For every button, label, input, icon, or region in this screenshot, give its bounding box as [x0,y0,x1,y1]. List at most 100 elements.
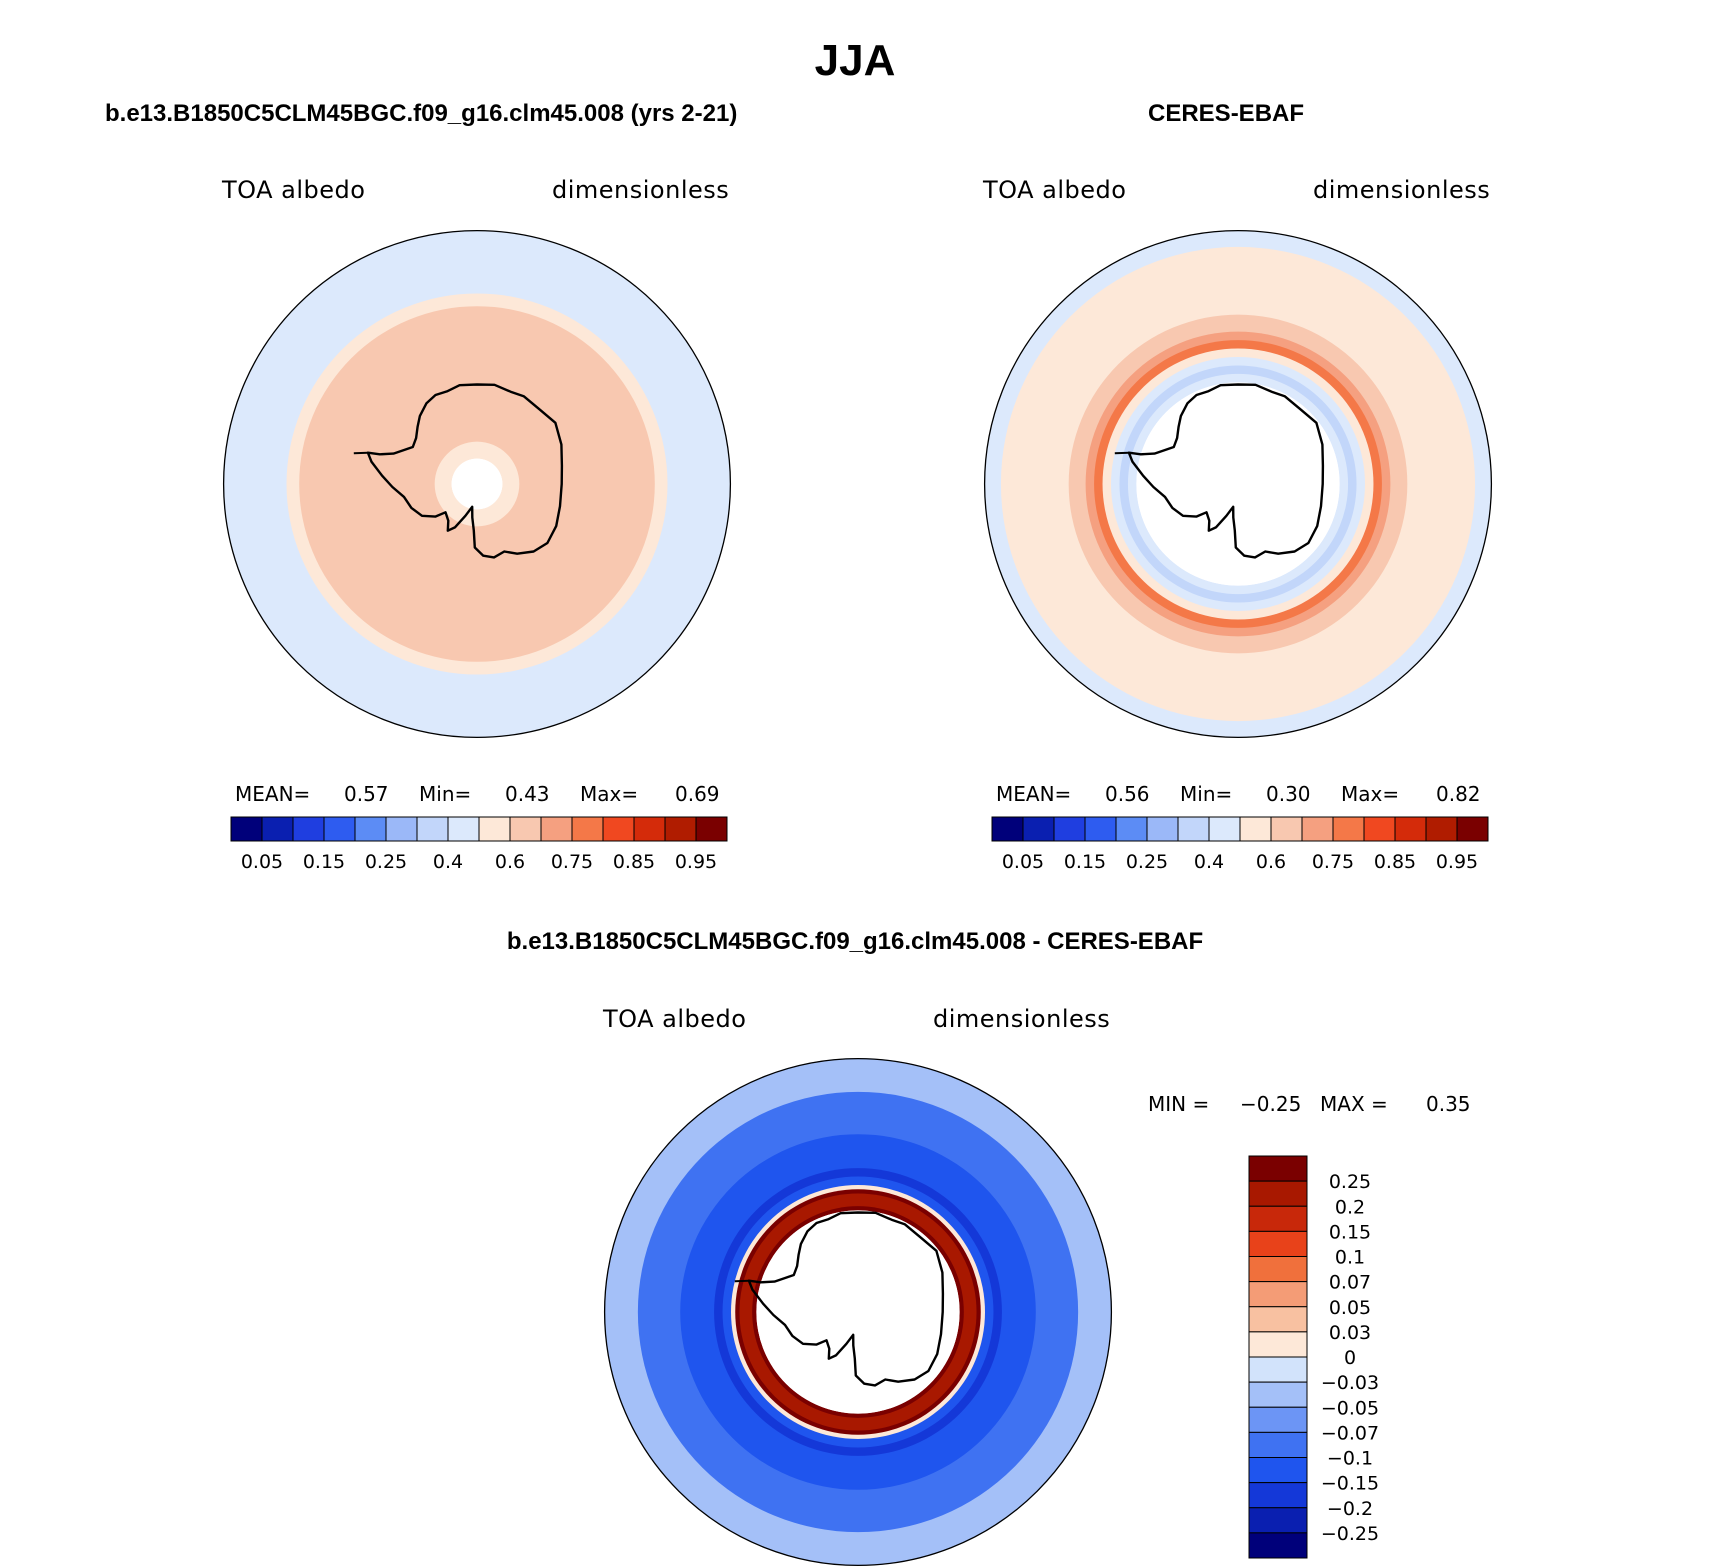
map-border [603,1057,1113,1567]
colorbar-swatch-12 [1248,1431,1308,1458]
colorbar-tick-label: 0.4 [1194,851,1224,873]
colorbar-swatch-9 [1248,1356,1308,1383]
colorbar-tick-label: 0.75 [551,851,593,873]
panel1-min-value: 0.43 [505,782,550,806]
map0-field [223,230,731,738]
colorbar-swatch-6 [385,816,418,842]
panel1-title: b.e13.B1850C5CLM45BGC.f09_g16.clm45.008 … [105,100,738,127]
panel2-mean-value: 0.56 [1105,782,1150,806]
colorbar-tick-label: −0.07 [1321,1422,1379,1444]
colorbar-swatch-12 [571,816,604,842]
colorbar-tick-label: 0.1 [1335,1247,1365,1269]
colorbar-tick-label: 0.6 [495,851,525,873]
colorbar-swatch-8 [447,816,480,842]
colorbar-tick-label: −0.03 [1321,1372,1379,1394]
colorbar-tick-label: 0.85 [1374,851,1416,873]
colorbar-swatch-11 [1248,1406,1308,1433]
colorbar-swatch-2 [1022,816,1055,842]
colorbar-swatch-10 [1270,816,1303,842]
colorbar-tick-label: 0.05 [1002,851,1044,873]
panel2-mean-label: MEAN= [996,782,1072,806]
colorbar-tick-label: −0.2 [1327,1498,1373,1520]
colorbar-tick-label: 0.15 [303,851,345,873]
panel3-title: b.e13.B1850C5CLM45BGC.f09_g16.clm45.008 … [506,928,1204,955]
colorbar-swatch-7 [1248,1306,1308,1333]
colorbar-swatch-3 [1053,816,1086,842]
colorbar-swatch-15 [1248,1507,1308,1534]
colorbar-tick-label: 0.07 [1329,1272,1371,1294]
panel1-min-label: Min= [419,782,472,806]
page-title: JJA [814,36,896,85]
antarctica-coastline [1127,383,1325,559]
colorbar-swatch-7 [416,816,449,842]
colorbar-swatch-5 [1248,1256,1308,1283]
colorbar-swatch-8 [1208,816,1241,842]
panel2-min-value: 0.30 [1266,782,1311,806]
map-border [983,229,1493,739]
panel3-min-label: MIN = [1148,1092,1210,1116]
colorbar-swatch-15 [1425,816,1458,842]
colorbar-swatch-1 [230,816,263,842]
colorbar-swatch-3 [292,816,325,842]
colorbar-tick-label: −0.15 [1321,1473,1379,1495]
panel2-max-label: Max= [1341,782,1400,806]
colorbar-swatch-8 [1248,1331,1308,1358]
panel1-polar-map [222,229,732,739]
colorbar-swatch-10 [509,816,542,842]
colorbar-swatch-13 [1363,816,1396,842]
panel1-mean-value: 0.57 [344,782,389,806]
panel1-max-value: 0.69 [675,782,720,806]
colorbar-tick-label: −0.1 [1327,1448,1373,1470]
colorbar-swatch-14 [1394,816,1427,842]
panel2-max-value: 0.82 [1436,782,1481,806]
colorbar-tick-label: 0.25 [365,851,407,873]
colorbar-swatch-11 [1301,816,1334,842]
panel2-colorbar: 0.05 0.15 0.25 0.4 0.6 0.75 0.85 0.95 [991,816,1489,873]
colorbar-swatch-11 [540,816,573,842]
panel2-title: CERES-EBAF [1148,100,1305,127]
colorbar-tick-label: −0.25 [1321,1523,1379,1545]
panel3-max-label: MAX = [1320,1092,1388,1116]
missing-data-region [451,458,503,510]
missing-data-region [756,1210,960,1414]
colorbar-swatch-16 [1248,1532,1308,1559]
peninsula-tip [734,1279,749,1283]
missing-data-region [1136,382,1340,586]
colorbar-swatch-1 [991,816,1024,842]
colorbar-swatch-13 [602,816,635,842]
colorbar-swatch-16 [695,816,728,842]
colorbar-swatch-16 [1456,816,1489,842]
colorbar-tick-label: 0.03 [1329,1322,1371,1344]
colorbar-tick-label: 0.05 [241,851,283,873]
colorbar-swatch-4 [323,816,356,842]
colorbar-swatch-14 [633,816,666,842]
colorbar-tick-label: 0.15 [1329,1221,1371,1243]
colorbar-tick-label: 0.85 [613,851,655,873]
panel2-variable-label: TOA albedo [983,176,1127,204]
colorbar-swatch-13 [1248,1457,1308,1484]
map-border [222,229,732,739]
panel3-colorbar: 0.25 0.2 0.15 0.1 0.07 0.05 0.03 0 −0.03 −0.05 −0.… [1248,1155,1379,1559]
colorbar-swatch-2 [261,816,294,842]
panel3-variable-label: TOA albedo [603,1005,747,1033]
colorbar-tick-label: 0.05 [1329,1297,1371,1319]
colorbar-swatch-14 [1248,1482,1308,1509]
panel2-polar-map [983,229,1493,739]
colorbar-tick-label: 0 [1344,1347,1356,1369]
panel1-max-label: Max= [580,782,639,806]
colorbar-tick-label: 0.6 [1256,851,1286,873]
colorbar-swatch-10 [1248,1381,1308,1408]
colorbar-swatch-4 [1248,1230,1308,1257]
colorbar-tick-label: −0.05 [1321,1397,1379,1419]
colorbar-tick-label: 0.25 [1329,1171,1371,1193]
colorbar-swatch-4 [1084,816,1117,842]
colorbar-tick-label: 0.75 [1312,851,1354,873]
panel2-units-label: dimensionless [1313,176,1491,204]
colorbar-swatch-7 [1177,816,1210,842]
colorbar-swatch-5 [1115,816,1148,842]
peninsula-tip [1114,451,1129,455]
colorbar-swatch-5 [354,816,387,842]
colorbar-tick-label: 0.95 [1436,851,1478,873]
panel1-colorbar: 0.05 0.15 0.25 0.4 0.6 0.75 0.85 0.95 [230,816,728,873]
colorbar-tick-label: 0.2 [1335,1196,1365,1218]
